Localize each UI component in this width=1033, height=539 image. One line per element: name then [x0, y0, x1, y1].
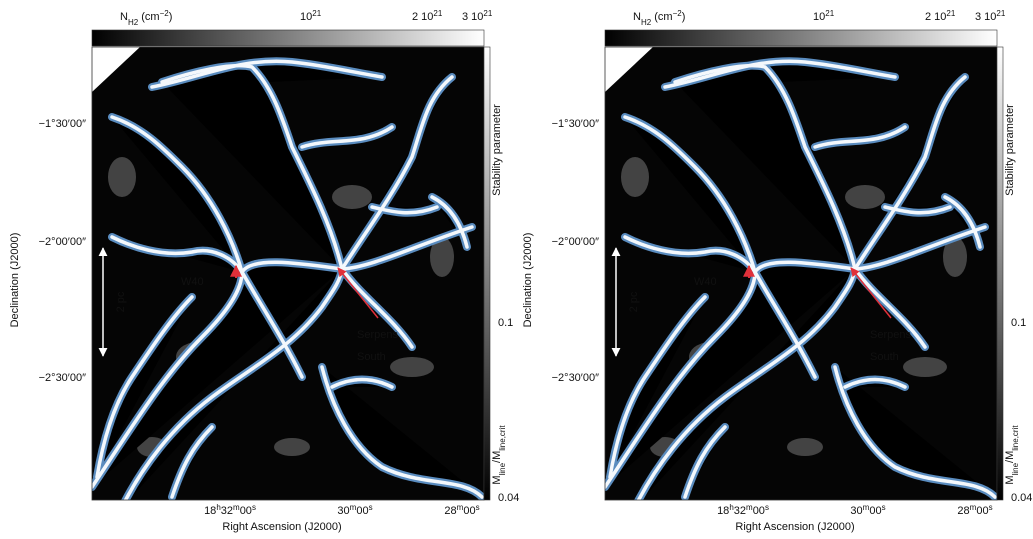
- text-segment: 18: [717, 505, 729, 517]
- text-segment: N: [120, 11, 128, 23]
- y-tick-label: −2°30′00″: [39, 372, 86, 384]
- colorbar-tick-label: 1021: [300, 9, 322, 24]
- text-segment: 3 10: [462, 11, 483, 23]
- top-colorbar: [605, 30, 997, 46]
- x-tick-label: 28m00s: [957, 503, 992, 518]
- text-segment: 32: [221, 505, 233, 517]
- colorbar-tick-label: 1021: [813, 9, 835, 24]
- scale-bar-label: 2 pc: [115, 291, 127, 312]
- y-tick-label: −2°00′00″: [552, 236, 599, 248]
- colorbar-label: Mline/Mline,crit: [1004, 425, 1020, 485]
- text-segment: 2 10: [412, 11, 433, 23]
- column-density-map: [92, 47, 484, 507]
- text-segment: s: [882, 503, 886, 512]
- y-tick-label: −1°30′00″: [552, 118, 599, 130]
- colorbar-tick-label: 3 1021: [975, 9, 1006, 24]
- x-tick-label: 18h32m00s: [204, 503, 256, 518]
- text-segment: ): [169, 11, 173, 23]
- annotation: South: [870, 351, 899, 363]
- text-segment: s: [252, 503, 256, 512]
- text-segment: 28: [957, 505, 969, 517]
- text-segment: 10: [300, 11, 312, 23]
- scale-bar-label: 2 pc: [628, 291, 640, 312]
- text-segment: (cm: [138, 11, 159, 23]
- text-segment: 21: [483, 9, 492, 18]
- x-tick-label: 18h32m00s: [717, 503, 769, 518]
- x-tick-label: 30m00s: [337, 503, 372, 518]
- x-tick-label: 30m00s: [850, 503, 885, 518]
- text-segment: 00: [753, 505, 765, 517]
- right-colorbar: [484, 47, 490, 500]
- text-segment: 28: [444, 505, 456, 517]
- text-segment: s: [989, 503, 993, 512]
- text-segment: /M: [491, 451, 503, 463]
- text-segment: 21: [433, 9, 442, 18]
- top-colorbar: [92, 30, 484, 46]
- x-axis-label: Right Ascension (J2000): [735, 521, 854, 533]
- annotation: W40: [694, 276, 717, 288]
- colorbar-tick-label: 0.04: [498, 492, 519, 504]
- text-segment: ): [682, 11, 686, 23]
- y-axis-label: Declination (J2000): [9, 233, 21, 328]
- text-segment: s: [765, 503, 769, 512]
- colorbar-label: NH2 (cm−2): [120, 9, 172, 27]
- text-segment: line: [498, 462, 507, 475]
- text-segment: line: [1011, 462, 1020, 475]
- text-segment: 21: [946, 9, 955, 18]
- text-segment: H2: [641, 18, 652, 27]
- y-axis-label: Declination (J2000): [522, 233, 534, 328]
- colorbar-tick-label: 3 1021: [462, 9, 493, 24]
- text-segment: 2 10: [925, 11, 946, 23]
- colorbar-label: NH2 (cm−2): [633, 9, 685, 27]
- x-tick-label: 28m00s: [444, 503, 479, 518]
- text-segment: (cm: [651, 11, 672, 23]
- x-axis-label: Right Ascension (J2000): [222, 521, 341, 533]
- text-segment: 00: [869, 505, 881, 517]
- text-segment: 00: [356, 505, 368, 517]
- text-segment: line,crit: [498, 425, 507, 451]
- text-segment: /M: [1004, 451, 1016, 463]
- colorbar-tick-label: 2 1021: [412, 9, 443, 24]
- colorbar-title: Stability parameter: [1004, 104, 1016, 196]
- text-segment: 32: [734, 505, 746, 517]
- colorbar-label: Mline/Mline,crit: [491, 425, 507, 485]
- text-segment: 30: [337, 505, 349, 517]
- y-tick-label: −2°30′00″: [552, 372, 599, 384]
- colorbar-tick-label: 0.1: [1011, 317, 1026, 329]
- text-segment: N: [633, 11, 641, 23]
- y-tick-label: −1°30′00″: [39, 118, 86, 130]
- y-tick-label: −2°00′00″: [39, 236, 86, 248]
- colorbar-tick-label: 0.04: [1011, 492, 1032, 504]
- annotation: Serpens: [870, 329, 911, 341]
- text-segment: H2: [128, 18, 139, 27]
- text-segment: s: [369, 503, 373, 512]
- column-density-map: [605, 47, 997, 507]
- text-segment: 30: [850, 505, 862, 517]
- text-segment: 21: [996, 9, 1005, 18]
- text-segment: M: [491, 475, 503, 484]
- text-segment: M: [1004, 475, 1016, 484]
- colorbar-title: Stability parameter: [491, 104, 503, 196]
- colorbar-tick-label: 0.1: [498, 317, 513, 329]
- text-segment: 21: [312, 9, 321, 18]
- right-colorbar: [997, 47, 1003, 500]
- text-segment: 18: [204, 505, 216, 517]
- text-segment: 00: [463, 505, 475, 517]
- annotation: Serpens: [357, 329, 398, 341]
- annotation: South: [357, 351, 386, 363]
- figure: NH2 (cm−2)10212 10213 1021Stability para…: [0, 0, 1033, 539]
- text-segment: s: [476, 503, 480, 512]
- colorbar-tick-label: 2 1021: [925, 9, 956, 24]
- text-segment: 10: [813, 11, 825, 23]
- text-segment: 00: [976, 505, 988, 517]
- annotation: W40: [181, 276, 204, 288]
- text-segment: 21: [825, 9, 834, 18]
- text-segment: 00: [240, 505, 252, 517]
- text-segment: line,crit: [1011, 425, 1020, 451]
- text-segment: 3 10: [975, 11, 996, 23]
